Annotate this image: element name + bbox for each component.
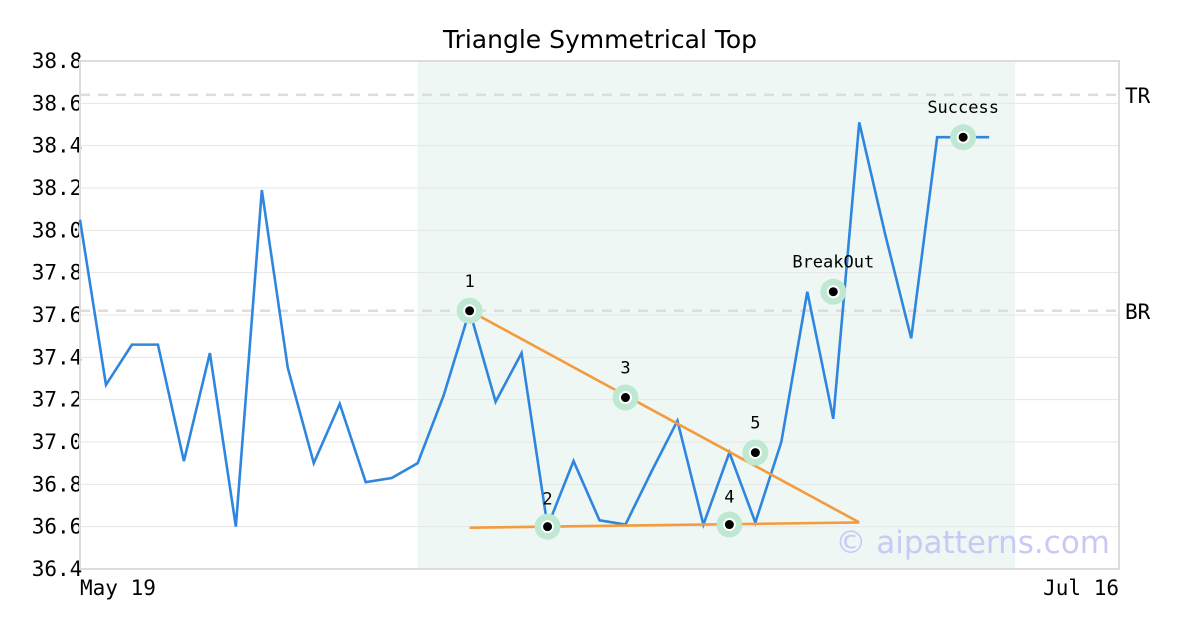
y-tick-label: 37.8	[32, 261, 83, 285]
y-tick-label: 36.6	[32, 515, 83, 539]
y-tick-label: 36.4	[32, 557, 83, 581]
y-tick-label: 37.4	[32, 345, 83, 369]
marker-dot-4	[722, 518, 736, 532]
x-tick-label: Jul 16	[1043, 576, 1119, 600]
y-tick-label: 36.8	[32, 472, 83, 496]
level-label-br: BR	[1125, 300, 1151, 324]
y-tick-label: 38.2	[32, 176, 83, 200]
y-tick-label: 38.4	[32, 134, 83, 158]
marker-dot-5	[748, 446, 762, 460]
y-tick-label: 38.0	[32, 218, 83, 242]
plot-area: 36.4 36.6 36.8 37.0 37.2 37.4 37.6 37.8 38.0 38.2…	[32, 49, 1151, 600]
marker-dot-3	[618, 391, 632, 405]
x-tick-label: May 19	[80, 576, 156, 600]
marker-dot-breakout	[826, 285, 840, 299]
y-tick-label: 37.0	[32, 430, 83, 454]
marker-label-success: Success	[927, 98, 999, 118]
y-tick-label: 38.6	[32, 91, 83, 115]
marker-label-1: 1	[465, 272, 475, 292]
y-tick-label: 37.6	[32, 303, 83, 327]
marker-label-5: 5	[750, 414, 760, 434]
marker-label-2: 2	[542, 490, 552, 510]
plot-frame	[79, 60, 1120, 570]
price-series-line	[78, 122, 990, 532]
marker-dot-2	[541, 520, 555, 534]
y-tick-label: 37.2	[32, 388, 83, 412]
level-label-tr: TR	[1125, 84, 1151, 108]
watermark: © aipatterns.com	[835, 525, 1110, 561]
marker-label-breakout: BreakOut	[792, 253, 874, 273]
upper-trendline	[469, 309, 860, 524]
marker-dot-1	[463, 304, 477, 318]
marker-dot-success	[956, 130, 970, 144]
marker-label-4: 4	[724, 488, 734, 508]
chart-title: Triangle Symmetrical Top	[442, 25, 757, 54]
marker-label-3: 3	[620, 359, 630, 379]
y-tick-label: 38.8	[32, 49, 83, 73]
